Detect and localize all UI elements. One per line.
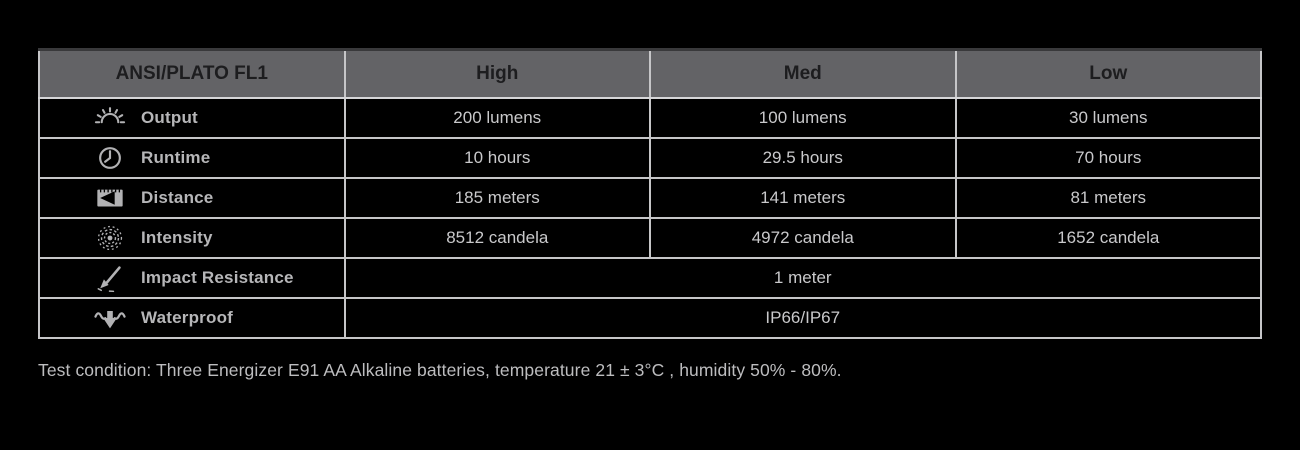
output-low-value: 30 lumens [954,97,1262,139]
table-row-intensity: Intensity 8512 candela 4972 candela 1652… [38,217,1262,259]
impact-resistance-icon [93,262,127,294]
fl1-spec-table: ANSI/PLATO FL1 High Med Low [38,48,1262,339]
waterproof-icon [93,302,127,334]
test-condition-note: Test condition: Three Energizer E91 AA A… [38,360,842,380]
table-row-output: Output 200 lumens 100 lumens 30 lumens [38,97,1262,139]
intensity-med-value: 4972 candela [649,217,957,259]
impact-resistance-value: 1 meter [343,257,1262,299]
output-brightness-icon [93,102,127,134]
distance-beam-icon [93,182,127,214]
waterproof-value: IP66/IP67 [343,297,1262,339]
row-label-distance: Distance [141,188,214,207]
runtime-clock-icon [93,142,127,174]
row-label-output: Output [141,108,198,127]
table-row-runtime: Runtime 10 hours 29.5 hours 70 hours [38,137,1262,179]
row-label-waterproof: Waterproof [141,308,234,327]
intensity-target-icon [93,222,127,254]
header-standard: ANSI/PLATO FL1 [38,48,346,99]
row-label-impact-resistance: Impact Resistance [141,268,294,287]
intensity-low-value: 1652 candela [954,217,1262,259]
table-header-row: ANSI/PLATO FL1 High Med Low [38,48,1262,99]
runtime-high-value: 10 hours [343,137,651,179]
header-med: Med [649,48,957,99]
header-high: High [343,48,651,99]
header-low: Low [954,48,1262,99]
output-med-value: 100 lumens [649,97,957,139]
distance-med-value: 141 meters [649,177,957,219]
row-label-runtime: Runtime [141,148,211,167]
table-row-distance: Distance 185 meters 141 meters 81 meters [38,177,1262,219]
table-row-waterproof: Waterproof IP66/IP67 [38,297,1262,339]
runtime-med-value: 29.5 hours [649,137,957,179]
output-high-value: 200 lumens [343,97,651,139]
distance-low-value: 81 meters [954,177,1262,219]
row-label-intensity: Intensity [141,228,213,247]
distance-high-value: 185 meters [343,177,651,219]
intensity-high-value: 8512 candela [343,217,651,259]
table-row-impact-resistance: Impact Resistance 1 meter [38,257,1262,299]
runtime-low-value: 70 hours [954,137,1262,179]
